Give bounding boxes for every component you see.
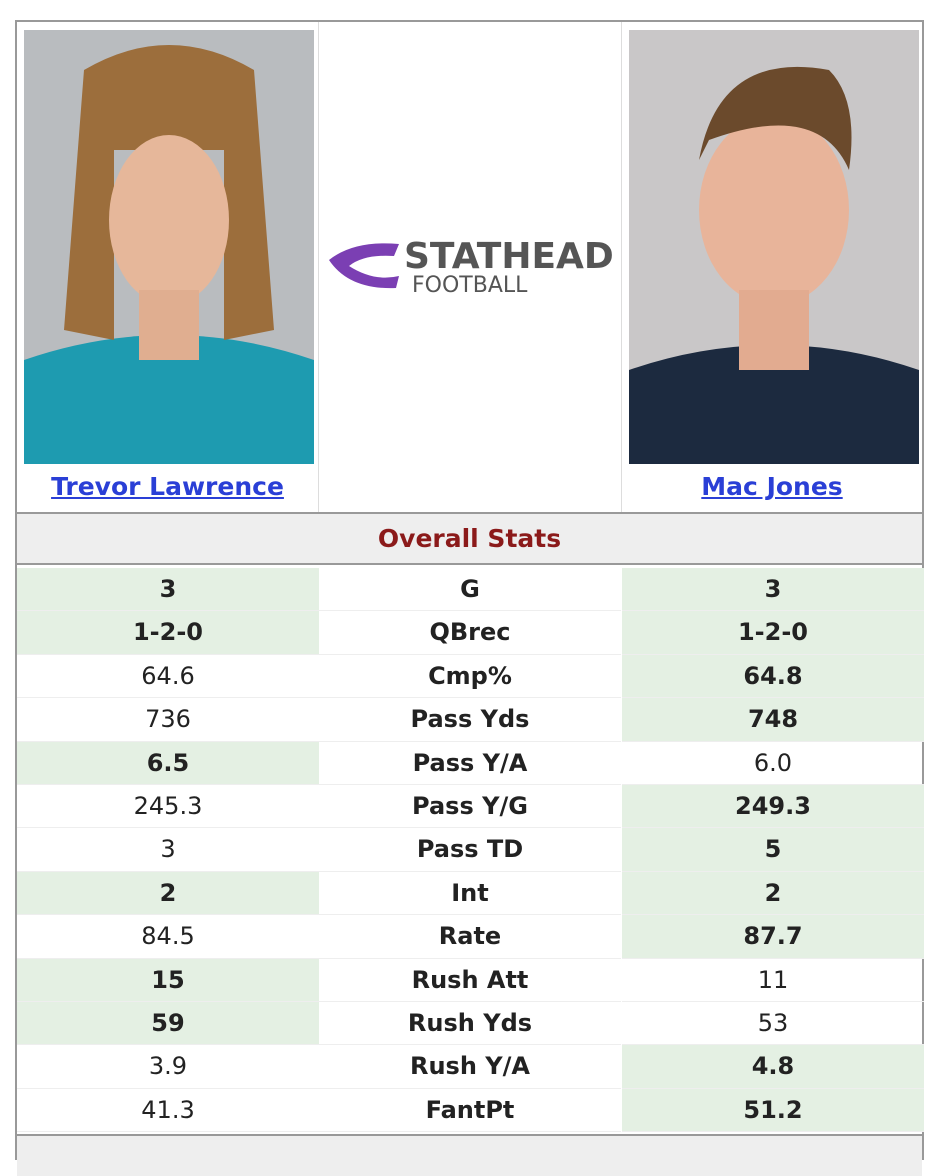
stat-label: Rush Y/A — [319, 1045, 621, 1089]
stat-row: 84.5 Rate 87.7 — [17, 915, 924, 959]
stat-value: 748 — [622, 698, 924, 742]
stat-value: 6.0 — [622, 742, 924, 785]
stat-label: FantPt — [319, 1089, 621, 1133]
stat-row: 41.3 FantPt 51.2 — [17, 1088, 924, 1133]
stat-value: 5 — [622, 828, 924, 872]
stat-value: 41.3 — [17, 1089, 319, 1133]
stat-row: 245.3 Pass Y/G 249.3 — [17, 785, 924, 829]
player-cell: Mac Jones — [622, 22, 922, 512]
stat-value: 64.6 — [17, 655, 319, 699]
stat-value: 1-2-0 — [17, 611, 319, 655]
logo-subtext: FOOTBALL — [412, 273, 528, 298]
stat-value: 64.8 — [622, 654, 924, 699]
stat-value: 3.9 — [17, 1045, 319, 1089]
stat-value: 245.3 — [17, 785, 319, 829]
stat-value: 84.5 — [17, 915, 319, 959]
stat-row: 736 Pass Yds 748 — [17, 698, 924, 742]
stat-value: 59 — [17, 1002, 319, 1046]
comparison-table: Trevor Lawrence STATHEAD FOOTBALL Mac Jo… — [15, 20, 924, 1176]
stat-label: Rush Att — [319, 959, 621, 1002]
stat-row: 2 Int 2 — [17, 871, 924, 916]
stat-label: Cmp% — [319, 655, 621, 699]
stat-row: 59 Rush Yds 53 — [17, 1002, 924, 1046]
section-header: Overall Stats — [17, 512, 922, 565]
stat-value: 6.5 — [17, 741, 319, 785]
stat-row: 6.5 Pass Y/A 6.0 — [17, 741, 924, 785]
logo-text: STATHEAD — [404, 236, 614, 277]
stathead-logo: STATHEAD FOOTBALL — [329, 236, 614, 298]
stat-label: Rush Yds — [319, 1002, 621, 1046]
stat-value: 15 — [17, 958, 319, 1002]
player-name-link[interactable]: Mac Jones — [701, 472, 843, 501]
stat-row: 15 Rush Att 11 — [17, 958, 924, 1002]
player-cell: Trevor Lawrence — [17, 22, 319, 512]
stat-value: 736 — [17, 698, 319, 742]
page: Trevor Lawrence STATHEAD FOOTBALL Mac Jo… — [15, 20, 924, 1176]
stat-value: 2 — [17, 871, 319, 916]
stat-label: Int — [319, 872, 621, 916]
stat-value: 11 — [622, 959, 924, 1002]
stat-value: 3 — [622, 568, 924, 612]
stat-value: 51.2 — [622, 1088, 924, 1133]
stat-value: 249.3 — [622, 785, 924, 829]
player-name-link[interactable]: Trevor Lawrence — [51, 472, 284, 501]
stat-label: Pass Yds — [319, 698, 621, 742]
logo-cell: STATHEAD FOOTBALL — [319, 22, 622, 512]
stat-value: 3 — [17, 828, 319, 872]
stat-row: 3.9 Rush Y/A 4.8 — [17, 1045, 924, 1089]
stat-value: 53 — [622, 1002, 924, 1046]
stat-value: 2 — [622, 871, 924, 916]
next-section-header — [17, 1134, 922, 1176]
stat-value: 1-2-0 — [622, 611, 924, 655]
stat-row: 3 Pass TD 5 — [17, 828, 924, 872]
stat-row: 64.6 Cmp% 64.8 — [17, 654, 924, 699]
player-photo — [24, 30, 314, 464]
stat-value: 3 — [17, 568, 319, 612]
stat-label: Rate — [319, 915, 621, 959]
stat-label: G — [319, 568, 621, 612]
stat-label: Pass TD — [319, 828, 621, 872]
stat-label: Pass Y/A — [319, 742, 621, 785]
stat-value: 4.8 — [622, 1045, 924, 1089]
stat-label: Pass Y/G — [319, 785, 621, 829]
stat-value: 87.7 — [622, 915, 924, 959]
stat-row: 1-2-0 QBrec 1-2-0 — [17, 611, 924, 655]
stat-label: QBrec — [319, 611, 621, 655]
player-photo — [629, 30, 919, 464]
